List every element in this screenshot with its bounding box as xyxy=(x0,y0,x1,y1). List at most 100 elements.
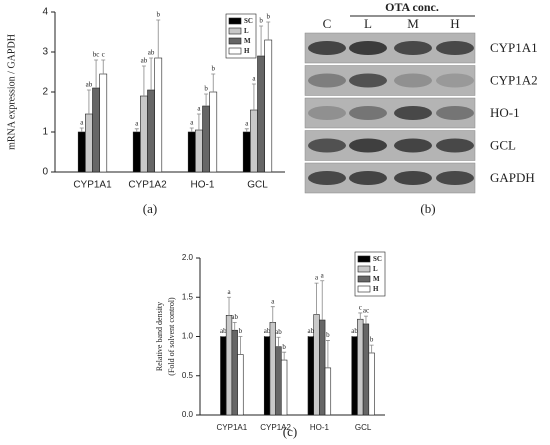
legend-swatch xyxy=(357,275,371,283)
blot-band xyxy=(394,41,432,55)
bar xyxy=(362,323,370,416)
row-label: CYP1A2 xyxy=(490,72,538,87)
legend-label: M xyxy=(373,275,380,283)
bar xyxy=(92,87,100,173)
significance-letter: ab xyxy=(148,49,155,57)
legend-label: M xyxy=(244,37,251,45)
bar xyxy=(319,319,326,416)
y-tick-label: 1.5 xyxy=(182,292,194,301)
blot-band xyxy=(394,171,432,185)
bar xyxy=(357,318,364,416)
blot-band xyxy=(349,171,387,185)
bar xyxy=(269,322,276,416)
significance-letter: a xyxy=(315,274,319,282)
y-tick-label: 1.0 xyxy=(182,332,194,341)
row-label: HO-1 xyxy=(490,105,520,120)
bar xyxy=(187,131,196,173)
bar xyxy=(275,346,282,416)
blot-band xyxy=(349,41,387,55)
significance-letter: b xyxy=(370,336,374,344)
significance-letter: b xyxy=(282,343,286,351)
blot-band xyxy=(436,41,474,55)
bar xyxy=(147,89,155,173)
error-bar xyxy=(282,351,287,361)
bar xyxy=(250,109,258,173)
bar xyxy=(140,95,148,173)
legend-label: H xyxy=(244,47,250,55)
error-bar xyxy=(149,57,154,90)
x-tick-label: GCL xyxy=(355,423,372,432)
x-tick-label: GCL xyxy=(247,180,268,191)
error-bar xyxy=(244,128,249,132)
blot-band xyxy=(394,138,432,153)
significance-letter: b xyxy=(326,331,330,339)
error-bar xyxy=(270,306,275,323)
significance-letter: ab xyxy=(351,327,358,335)
x-tick-label: CYP1A1 xyxy=(73,180,112,191)
y-tick-label: 0.0 xyxy=(182,410,194,419)
blot-title: OTA conc. xyxy=(385,0,439,14)
blot-band xyxy=(308,171,346,185)
legend-label: H xyxy=(373,285,379,293)
y-tick-label: 0.5 xyxy=(182,371,194,380)
significance-letter: a xyxy=(227,288,231,296)
bar xyxy=(324,367,332,416)
lane-label: C xyxy=(323,16,332,31)
error-bar xyxy=(266,21,271,40)
significance-letter: a xyxy=(252,75,256,83)
blot-band xyxy=(349,73,387,88)
blot-band xyxy=(308,138,346,153)
significance-letter: ab xyxy=(264,327,271,335)
error-bar xyxy=(211,73,216,92)
error-bar xyxy=(196,113,201,130)
blot-band xyxy=(308,41,346,55)
error-bar xyxy=(251,83,256,110)
x-tick-label: CYP1A2 xyxy=(260,423,291,432)
legend-label: L xyxy=(244,27,249,35)
significance-letter: ab xyxy=(231,313,238,321)
significance-letter: c xyxy=(359,304,362,312)
legend-swatch xyxy=(228,37,242,45)
blot-band xyxy=(436,138,474,153)
y-tick-label: 2.0 xyxy=(182,253,194,262)
error-bar xyxy=(363,315,368,324)
significance-letter: a xyxy=(80,119,84,127)
legend-swatch xyxy=(228,17,242,25)
significance-letter: a xyxy=(197,105,201,113)
significance-letter: bc xyxy=(93,51,100,59)
x-tick-label: CYP1A1 xyxy=(217,423,248,432)
error-bar xyxy=(259,25,264,56)
significance-letter: b xyxy=(266,13,270,21)
panel-label: (a) xyxy=(143,201,157,216)
legend-swatch xyxy=(228,47,242,55)
significance-letter: c xyxy=(102,51,105,59)
legend-label: SC xyxy=(373,255,382,263)
legend-swatch xyxy=(357,285,371,293)
bar xyxy=(264,39,273,173)
x-tick-label: HO-1 xyxy=(310,423,330,432)
error-bar xyxy=(86,89,91,114)
y-axis-label: Relative band density xyxy=(155,302,164,371)
bar xyxy=(225,315,233,416)
blot-band xyxy=(436,171,474,185)
row-label: GAPDH xyxy=(490,170,535,185)
y-axis-label: (Fold of solvent control) xyxy=(167,297,176,376)
blot-band xyxy=(349,138,387,153)
error-bar xyxy=(325,340,330,368)
bar xyxy=(263,336,271,416)
significance-letter: a xyxy=(135,119,139,127)
blot-band xyxy=(436,73,474,88)
significance-letter: b xyxy=(259,17,263,25)
bar xyxy=(257,55,265,173)
significance-letter: a xyxy=(190,119,194,127)
error-bar xyxy=(227,296,232,316)
y-tick-label: 4 xyxy=(42,7,48,18)
bar xyxy=(231,329,238,416)
bar xyxy=(132,131,141,173)
bar xyxy=(307,336,314,416)
row-label: CYP1A1 xyxy=(490,40,538,55)
y-tick-label: 1 xyxy=(42,127,48,138)
blot-band xyxy=(349,106,387,120)
significance-letter: ab xyxy=(86,81,93,89)
